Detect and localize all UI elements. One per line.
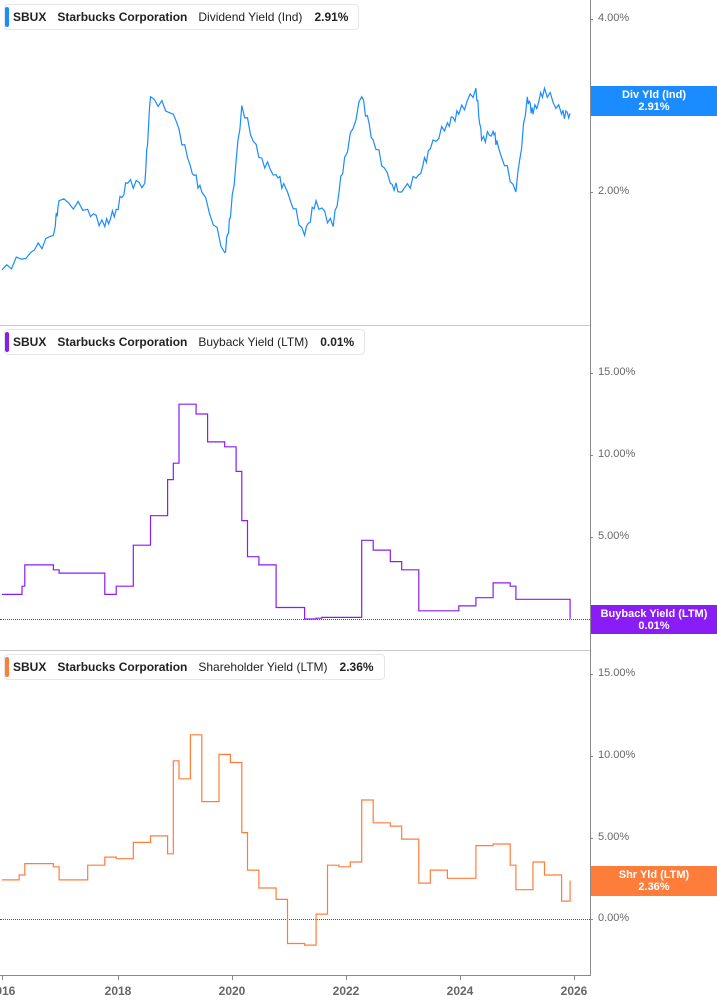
legend-dividend-yield[interactable]: SBUX Starbucks Corporation Dividend Yiel… bbox=[4, 4, 360, 30]
x-tick-mark bbox=[118, 976, 119, 980]
panel-divider-1 bbox=[0, 325, 590, 326]
y-tick: 15.00% bbox=[589, 667, 635, 679]
legend-buyback-yield[interactable]: SBUX Starbucks Corporation Buyback Yield… bbox=[4, 329, 366, 355]
series-color-swatch bbox=[5, 657, 9, 677]
series-color-swatch bbox=[5, 7, 9, 27]
y-tick: 15.00% bbox=[589, 366, 635, 378]
y-tick: 10.00% bbox=[589, 749, 635, 761]
legend-metric: Dividend Yield (Ind) bbox=[198, 10, 303, 24]
legend-ticker: SBUX bbox=[13, 660, 47, 674]
zero-line-buyback bbox=[0, 619, 590, 620]
value-tag-buyback-yield: Buyback Yield (LTM) 0.01% bbox=[591, 605, 717, 634]
x-tick-label: 2026 bbox=[560, 984, 588, 998]
tag-value: 2.91% bbox=[638, 101, 670, 113]
legend-company: Starbucks Corporation bbox=[57, 10, 188, 24]
y-tick: 0.00% bbox=[589, 912, 629, 924]
value-tag-dividend-yield: Div Yld (Ind) 2.91% bbox=[591, 86, 717, 116]
legend-shareholder-yield[interactable]: SBUX Starbucks Corporation Shareholder Y… bbox=[4, 654, 385, 680]
zero-line-shareholder bbox=[0, 919, 590, 920]
buyback-yield-line bbox=[2, 403, 571, 620]
legend-company: Starbucks Corporation bbox=[57, 335, 188, 349]
tag-value: 2.36% bbox=[638, 881, 670, 893]
tag-label: Div Yld (Ind) bbox=[622, 89, 686, 101]
y-tick: 5.00% bbox=[589, 530, 629, 542]
y-axis-line bbox=[590, 0, 591, 976]
legend-value: 0.01% bbox=[320, 335, 355, 349]
x-tick-mark bbox=[232, 976, 233, 980]
x-tick-label: 2016 bbox=[0, 984, 16, 998]
x-tick-label: 2020 bbox=[218, 984, 246, 998]
chart-plot-area[interactable] bbox=[0, 0, 590, 976]
tag-label: Buyback Yield (LTM) bbox=[600, 608, 708, 620]
legend-value: 2.91% bbox=[314, 10, 349, 24]
shareholder-yield-line bbox=[2, 734, 571, 946]
x-tick-mark bbox=[2, 976, 3, 980]
tag-label: Shr Yld (LTM) bbox=[618, 869, 690, 881]
legend-ticker: SBUX bbox=[13, 10, 47, 24]
x-tick-label: 2024 bbox=[446, 984, 474, 998]
legend-ticker: SBUX bbox=[13, 335, 47, 349]
y-tick: 4.00% bbox=[589, 12, 629, 24]
y-tick: 5.00% bbox=[589, 831, 629, 843]
x-axis-line bbox=[0, 975, 591, 976]
x-tick-mark bbox=[346, 976, 347, 980]
x-tick-label: 2022 bbox=[332, 984, 360, 998]
x-tick-label: 2018 bbox=[104, 984, 132, 998]
x-tick-mark bbox=[460, 976, 461, 980]
series-color-swatch bbox=[5, 332, 9, 352]
value-tag-shareholder-yield: Shr Yld (LTM) 2.36% bbox=[591, 866, 717, 896]
legend-metric: Shareholder Yield (LTM) bbox=[198, 660, 328, 674]
dividend-yield-line bbox=[1, 85, 571, 271]
legend-company: Starbucks Corporation bbox=[57, 660, 188, 674]
panel-divider-2 bbox=[0, 650, 590, 651]
legend-metric: Buyback Yield (LTM) bbox=[198, 335, 309, 349]
tag-value: 0.01% bbox=[638, 620, 670, 632]
y-tick: 2.00% bbox=[589, 185, 629, 197]
y-tick: 10.00% bbox=[589, 448, 635, 460]
x-tick-mark bbox=[574, 976, 575, 980]
legend-value: 2.36% bbox=[339, 660, 374, 674]
